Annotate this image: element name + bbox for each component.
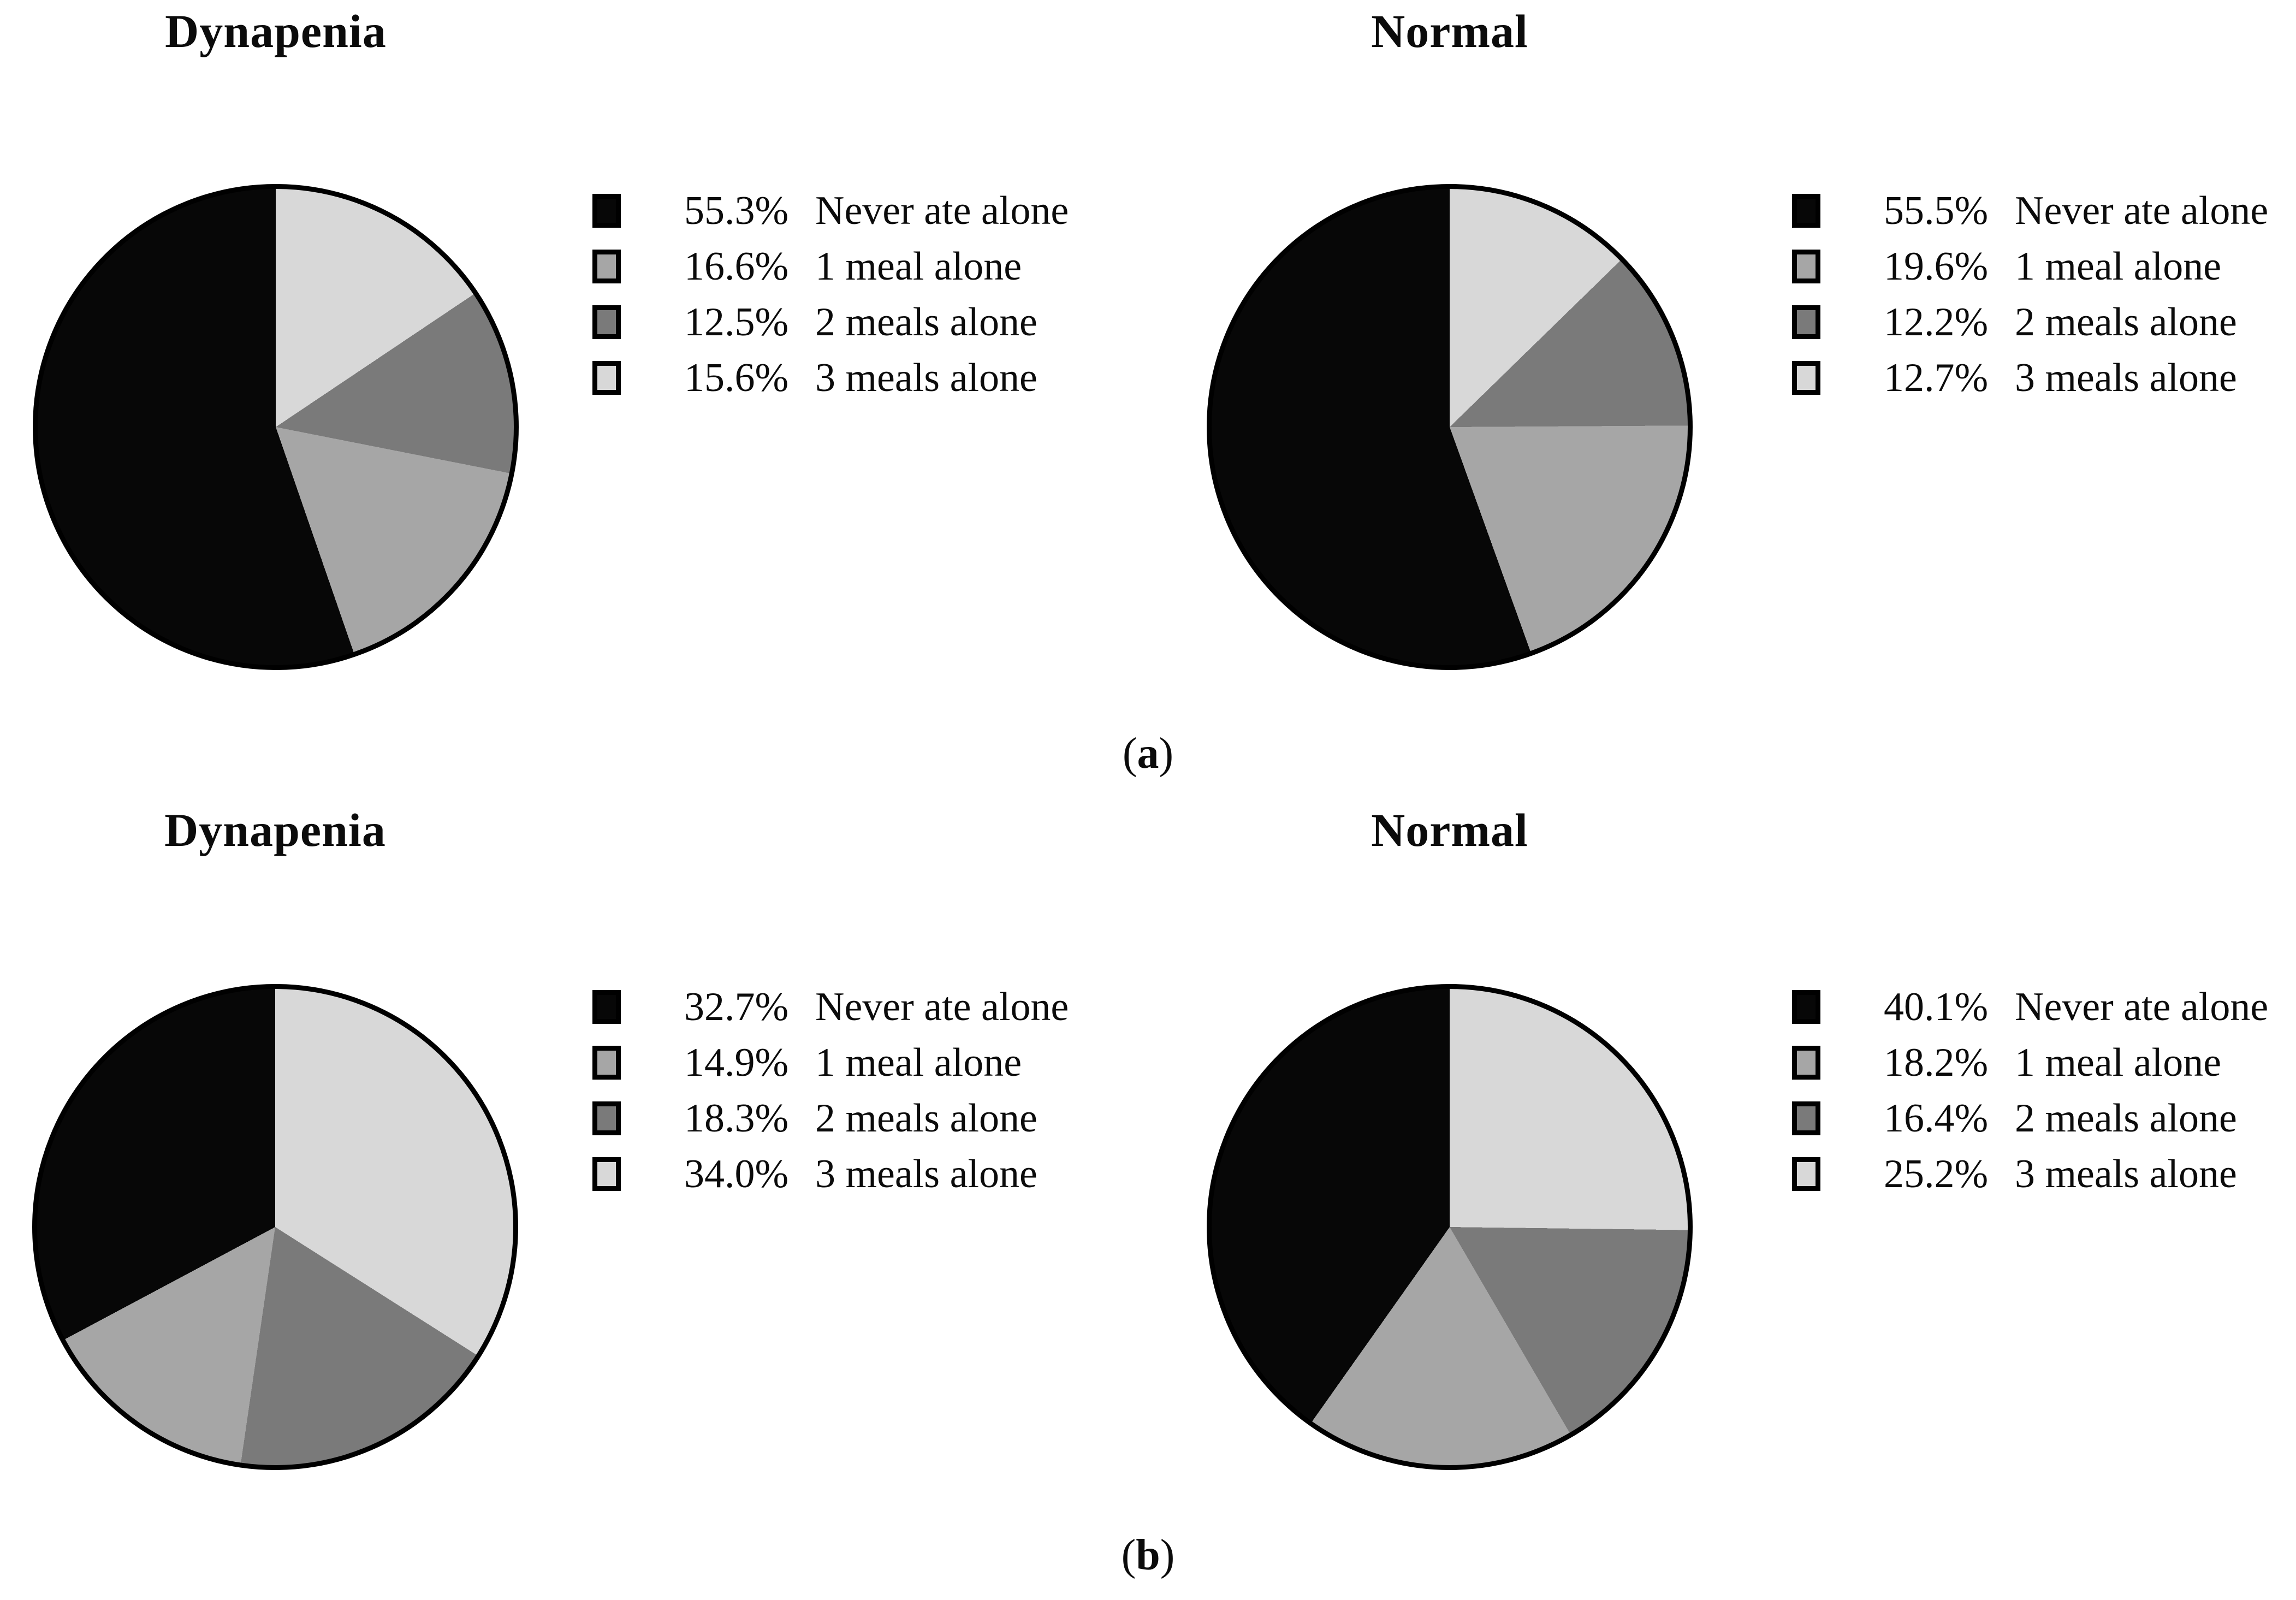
legend-item: 16.6% 1 meal alone (592, 239, 1069, 294)
legend-label: 3 meals alone (2015, 1152, 2237, 1196)
legend-item: 15.6% 3 meals alone (592, 350, 1069, 406)
pie-b-dynapenia (32, 984, 518, 1470)
legend-swatch-3-meals (1792, 361, 1820, 395)
legend-percent: 12.2% (1884, 300, 1989, 345)
legend-label: 2 meals alone (2015, 1096, 2237, 1141)
legend-swatch-1-meal (592, 1046, 621, 1080)
legend-label: 2 meals alone (2015, 300, 2237, 345)
legend-percent: 14.9% (684, 1040, 789, 1085)
legend-label: 3 meals alone (815, 355, 1037, 400)
panel-label-letter: b (1136, 1531, 1160, 1579)
legend-label: 1 meal alone (2015, 1040, 2222, 1085)
legend-item: 32.7% Never ate alone (592, 979, 1069, 1035)
legend-percent: 16.6% (684, 244, 789, 289)
legend-label: Never ate alone (815, 188, 1069, 233)
legend-swatch-2-meals (1792, 305, 1820, 339)
legend-label: 2 meals alone (815, 300, 1037, 345)
chart-title-a-normal: Normal (1371, 5, 1528, 57)
legend-swatch-1-meal (592, 250, 621, 283)
legend-swatch-never (592, 990, 621, 1024)
legend-b-dynapenia: 32.7% Never ate alone 14.9% 1 meal alone… (592, 979, 1069, 1202)
legend-item: 34.0% 3 meals alone (592, 1146, 1069, 1202)
panel-label-close-paren: ) (1160, 1531, 1175, 1579)
legend-swatch-never (592, 194, 621, 228)
pie-a-normal (1207, 184, 1693, 670)
legend-percent: 16.4% (1884, 1096, 1989, 1141)
legend-swatch-3-meals (592, 1157, 621, 1191)
legend-percent: 18.3% (684, 1096, 789, 1141)
legend-item: 18.3% 2 meals alone (592, 1091, 1069, 1146)
legend-item: 14.9% 1 meal alone (592, 1035, 1069, 1091)
chart-title-b-normal: Normal (1371, 804, 1528, 856)
legend-swatch-1-meal (1792, 250, 1820, 283)
legend-swatch-2-meals (592, 1101, 621, 1135)
legend-swatch-1-meal (1792, 1046, 1820, 1080)
panel-label-letter: a (1137, 730, 1159, 778)
legend-swatch-never (1792, 990, 1820, 1024)
legend-label: 1 meal alone (815, 1040, 1022, 1085)
legend-item: 12.5% 2 meals alone (592, 294, 1069, 350)
legend-swatch-2-meals (1792, 1101, 1820, 1135)
legend-label: 2 meals alone (815, 1096, 1037, 1141)
legend-percent: 55.3% (684, 188, 789, 233)
legend-item: 55.5% Never ate alone (1792, 183, 2268, 239)
chart-title-a-dynapenia: Dynapenia (165, 5, 387, 57)
panel-label-open-paren: ( (1122, 730, 1137, 778)
legend-a-dynapenia: 55.3% Never ate alone 16.6% 1 meal alone… (592, 183, 1069, 406)
panel-label-close-paren: ) (1159, 730, 1174, 778)
legend-percent: 18.2% (1884, 1040, 1989, 1085)
pie-b-normal (1207, 984, 1693, 1470)
legend-label: Never ate alone (2015, 985, 2269, 1029)
legend-label: 1 meal alone (815, 244, 1022, 289)
legend-swatch-3-meals (1792, 1157, 1820, 1191)
legend-label: 3 meals alone (2015, 355, 2237, 400)
legend-label: 1 meal alone (2015, 244, 2222, 289)
legend-item: 18.2% 1 meal alone (1792, 1035, 2268, 1091)
legend-percent: 32.7% (684, 985, 789, 1029)
chart-title-b-dynapenia: Dynapenia (164, 804, 386, 856)
legend-swatch-never (1792, 194, 1820, 228)
legend-label: Never ate alone (815, 985, 1069, 1029)
legend-percent: 12.7% (1884, 355, 1989, 400)
legend-percent: 34.0% (684, 1152, 789, 1196)
panel-label-open-paren: ( (1121, 1531, 1136, 1579)
legend-percent: 12.5% (684, 300, 789, 345)
panel-label-a: (a) (0, 730, 2296, 778)
panel-label-b: (b) (0, 1531, 2296, 1579)
legend-item: 12.2% 2 meals alone (1792, 294, 2268, 350)
legend-item: 12.7% 3 meals alone (1792, 350, 2268, 406)
legend-item: 25.2% 3 meals alone (1792, 1146, 2268, 1202)
legend-item: 40.1% Never ate alone (1792, 979, 2268, 1035)
legend-label: 3 meals alone (815, 1152, 1037, 1196)
legend-item: 19.6% 1 meal alone (1792, 239, 2268, 294)
legend-swatch-2-meals (592, 305, 621, 339)
legend-percent: 40.1% (1884, 985, 1989, 1029)
pie-a-dynapenia (33, 184, 519, 670)
legend-swatch-3-meals (592, 361, 621, 395)
legend-label: Never ate alone (2015, 188, 2269, 233)
legend-b-normal: 40.1% Never ate alone 18.2% 1 meal alone… (1792, 979, 2268, 1202)
legend-item: 55.3% Never ate alone (592, 183, 1069, 239)
legend-item: 16.4% 2 meals alone (1792, 1091, 2268, 1146)
legend-a-normal: 55.5% Never ate alone 19.6% 1 meal alone… (1792, 183, 2268, 406)
legend-percent: 15.6% (684, 355, 789, 400)
legend-percent: 55.5% (1884, 188, 1989, 233)
legend-percent: 19.6% (1884, 244, 1989, 289)
legend-percent: 25.2% (1884, 1152, 1989, 1196)
